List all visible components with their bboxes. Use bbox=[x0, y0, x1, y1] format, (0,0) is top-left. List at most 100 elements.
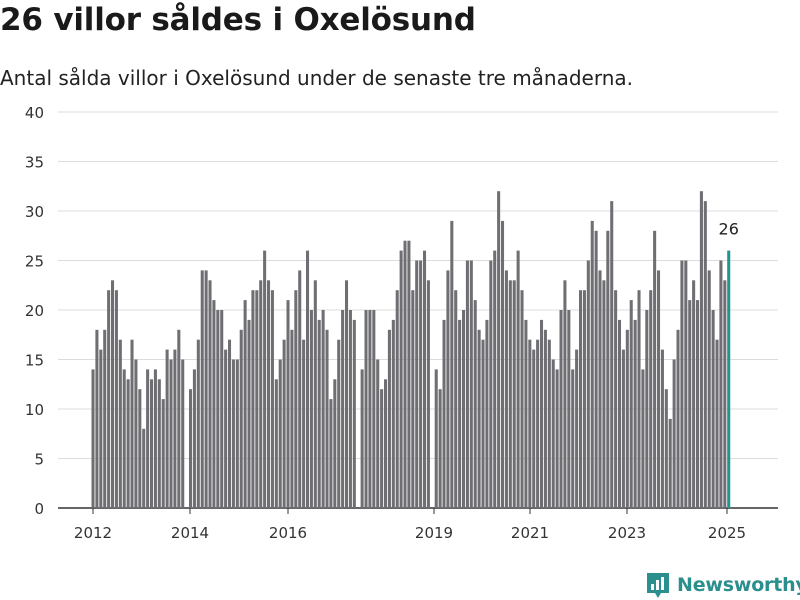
bar bbox=[107, 290, 111, 508]
bar bbox=[309, 310, 313, 508]
bar bbox=[481, 339, 485, 508]
bar bbox=[458, 319, 462, 508]
brand-logo: Newsworthy bbox=[645, 570, 800, 600]
bar bbox=[633, 319, 637, 508]
bar bbox=[376, 359, 380, 508]
bar bbox=[415, 260, 419, 508]
y-tick-label: 25 bbox=[25, 253, 44, 271]
bar bbox=[637, 290, 641, 508]
bar bbox=[699, 191, 703, 508]
bar bbox=[446, 270, 450, 508]
x-tick-label: 2021 bbox=[511, 524, 549, 542]
x-tick-label: 2012 bbox=[74, 524, 112, 542]
bar bbox=[384, 379, 388, 508]
chart-subtitle: Antal sålda villor i Oxelösund under de … bbox=[0, 66, 634, 90]
bar bbox=[715, 339, 719, 508]
bar bbox=[189, 389, 193, 508]
bar bbox=[251, 290, 255, 508]
bar bbox=[231, 359, 235, 508]
highlight-bar bbox=[727, 250, 731, 508]
bar bbox=[614, 290, 618, 508]
bar bbox=[111, 280, 115, 508]
bar bbox=[653, 230, 657, 509]
bar bbox=[469, 260, 473, 508]
bar bbox=[114, 290, 118, 508]
bar bbox=[368, 310, 372, 508]
bar bbox=[625, 329, 629, 508]
bar bbox=[325, 329, 329, 508]
bar bbox=[255, 290, 259, 508]
bar bbox=[450, 220, 454, 508]
bar bbox=[274, 379, 278, 508]
bar-annotation: 26 bbox=[719, 220, 739, 239]
x-tick-label: 2016 bbox=[269, 524, 307, 542]
bar bbox=[130, 339, 134, 508]
bar bbox=[298, 270, 302, 508]
bar bbox=[454, 290, 458, 508]
bar bbox=[333, 379, 337, 508]
bar bbox=[618, 319, 622, 508]
bar bbox=[532, 349, 536, 508]
bar bbox=[399, 250, 403, 508]
bar bbox=[559, 310, 563, 508]
y-tick-label: 15 bbox=[25, 352, 44, 370]
bar bbox=[512, 280, 516, 508]
bar bbox=[434, 369, 438, 508]
bar bbox=[157, 379, 161, 508]
bar bbox=[473, 300, 477, 508]
bar bbox=[582, 290, 586, 508]
bar bbox=[290, 329, 294, 508]
bar bbox=[95, 329, 99, 508]
bar bbox=[501, 220, 505, 508]
bar bbox=[243, 300, 247, 508]
bar bbox=[602, 280, 606, 508]
bar bbox=[680, 260, 684, 508]
bar bbox=[345, 280, 349, 508]
bar bbox=[212, 300, 216, 508]
bar bbox=[649, 290, 653, 508]
bar bbox=[536, 339, 540, 508]
bar bbox=[313, 280, 317, 508]
bar bbox=[146, 369, 150, 508]
bar bbox=[586, 260, 590, 508]
bar bbox=[438, 389, 442, 508]
bar bbox=[594, 230, 598, 509]
bar bbox=[196, 339, 200, 508]
bar bbox=[380, 389, 384, 508]
bar bbox=[688, 300, 692, 508]
bar bbox=[485, 319, 489, 508]
bar bbox=[228, 339, 232, 508]
bar bbox=[508, 280, 512, 508]
bar bbox=[579, 290, 583, 508]
bar bbox=[477, 329, 481, 508]
y-tick-label: 30 bbox=[25, 203, 44, 221]
x-tick-label: 2023 bbox=[608, 524, 646, 542]
x-tick-label: 2025 bbox=[708, 524, 746, 542]
bar bbox=[192, 369, 196, 508]
bar bbox=[426, 280, 430, 508]
bar bbox=[126, 379, 130, 508]
bar bbox=[317, 319, 321, 508]
bar bbox=[676, 329, 680, 508]
bar bbox=[489, 260, 493, 508]
bar bbox=[547, 339, 551, 508]
bar bbox=[329, 399, 333, 508]
bar bbox=[571, 369, 575, 508]
bar bbox=[200, 270, 204, 508]
bar bbox=[590, 220, 594, 508]
bar bbox=[263, 250, 267, 508]
bar bbox=[707, 270, 711, 508]
bar-chart-icon bbox=[647, 573, 669, 598]
bar bbox=[169, 359, 173, 508]
bar bbox=[216, 310, 220, 508]
x-tick-label: 2019 bbox=[415, 524, 453, 542]
bar bbox=[528, 339, 532, 508]
bar bbox=[419, 260, 423, 508]
bar bbox=[411, 290, 415, 508]
bar bbox=[540, 319, 544, 508]
bar bbox=[99, 349, 103, 508]
bar bbox=[118, 339, 122, 508]
bar bbox=[629, 300, 633, 508]
bar bbox=[516, 250, 520, 508]
